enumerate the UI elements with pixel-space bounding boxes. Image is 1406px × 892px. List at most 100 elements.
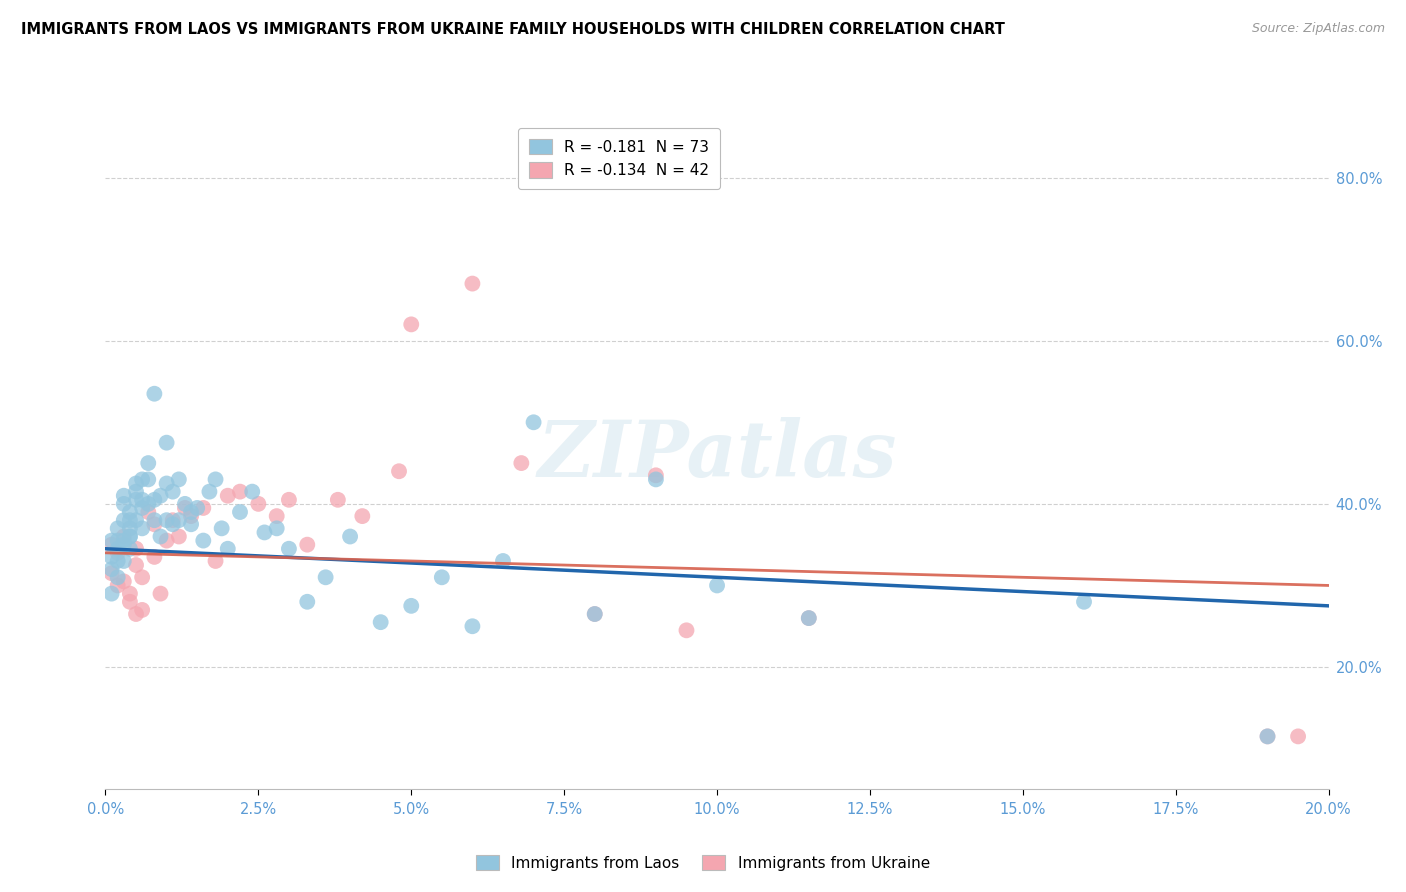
Point <box>136 472 159 486</box>
Point <box>430 570 453 584</box>
Point <box>162 513 184 527</box>
Point <box>253 525 276 540</box>
Point <box>155 513 177 527</box>
Point <box>339 529 361 543</box>
Point <box>278 541 301 556</box>
Point <box>167 513 190 527</box>
Point <box>118 595 141 609</box>
Point <box>797 611 820 625</box>
Point <box>100 549 122 564</box>
Point <box>100 562 122 576</box>
Point <box>125 492 148 507</box>
Point <box>583 607 606 621</box>
Point <box>217 541 239 556</box>
Point <box>112 513 135 527</box>
Point <box>118 586 141 600</box>
Point <box>1256 730 1278 744</box>
Point <box>149 489 172 503</box>
Point <box>174 500 197 515</box>
Point <box>107 546 129 560</box>
Point <box>112 489 135 503</box>
Point <box>107 578 129 592</box>
Point <box>131 570 153 584</box>
Text: IMMIGRANTS FROM LAOS VS IMMIGRANTS FROM UKRAINE FAMILY HOUSEHOLDS WITH CHILDREN : IMMIGRANTS FROM LAOS VS IMMIGRANTS FROM … <box>21 22 1005 37</box>
Point <box>100 566 122 581</box>
Point <box>180 505 202 519</box>
Point <box>1256 730 1278 744</box>
Point <box>583 607 606 621</box>
Point <box>198 484 221 499</box>
Point <box>155 533 177 548</box>
Point <box>131 603 153 617</box>
Point <box>100 538 122 552</box>
Point <box>180 517 202 532</box>
Point <box>125 607 148 621</box>
Point <box>401 318 423 332</box>
Point <box>162 517 184 532</box>
Point <box>174 497 197 511</box>
Point <box>112 554 135 568</box>
Point <box>370 615 392 630</box>
Point <box>461 277 484 291</box>
Point <box>125 476 148 491</box>
Point <box>401 599 423 613</box>
Point <box>162 484 184 499</box>
Point <box>1073 595 1095 609</box>
Point <box>388 464 411 478</box>
Point <box>107 541 129 556</box>
Point <box>644 472 666 486</box>
Point <box>112 538 135 552</box>
Point <box>131 472 153 486</box>
Point <box>131 500 153 515</box>
Point <box>167 472 190 486</box>
Point <box>107 521 129 535</box>
Point <box>278 492 301 507</box>
Text: ZIPatlas: ZIPatlas <box>537 417 897 493</box>
Point <box>315 570 337 584</box>
Point <box>155 476 177 491</box>
Point <box>149 586 172 600</box>
Point <box>266 521 288 535</box>
Point <box>1286 730 1309 744</box>
Point <box>131 492 153 507</box>
Point <box>143 517 166 532</box>
Point <box>131 521 153 535</box>
Point <box>461 619 484 633</box>
Point <box>706 578 728 592</box>
Point <box>107 533 129 548</box>
Point <box>297 538 319 552</box>
Point <box>107 570 129 584</box>
Point <box>136 505 159 519</box>
Point <box>229 484 252 499</box>
Point <box>204 472 226 486</box>
Point <box>112 574 135 589</box>
Point <box>217 489 239 503</box>
Point <box>644 468 666 483</box>
Point <box>193 500 215 515</box>
Point <box>118 529 141 543</box>
Point <box>211 521 233 535</box>
Point <box>125 558 148 572</box>
Point <box>326 492 349 507</box>
Point <box>143 513 166 527</box>
Point <box>112 533 135 548</box>
Point <box>352 509 374 524</box>
Point <box>204 554 226 568</box>
Point <box>136 456 159 470</box>
Point <box>797 611 820 625</box>
Point <box>143 492 166 507</box>
Text: Source: ZipAtlas.com: Source: ZipAtlas.com <box>1251 22 1385 36</box>
Point <box>125 484 148 499</box>
Point <box>297 595 319 609</box>
Point <box>125 513 148 527</box>
Point <box>240 484 263 499</box>
Point <box>112 497 135 511</box>
Point <box>125 541 148 556</box>
Point <box>143 549 166 564</box>
Point <box>149 529 172 543</box>
Point <box>247 497 270 511</box>
Point <box>118 521 141 535</box>
Point <box>180 509 202 524</box>
Point <box>107 554 129 568</box>
Point <box>118 529 141 543</box>
